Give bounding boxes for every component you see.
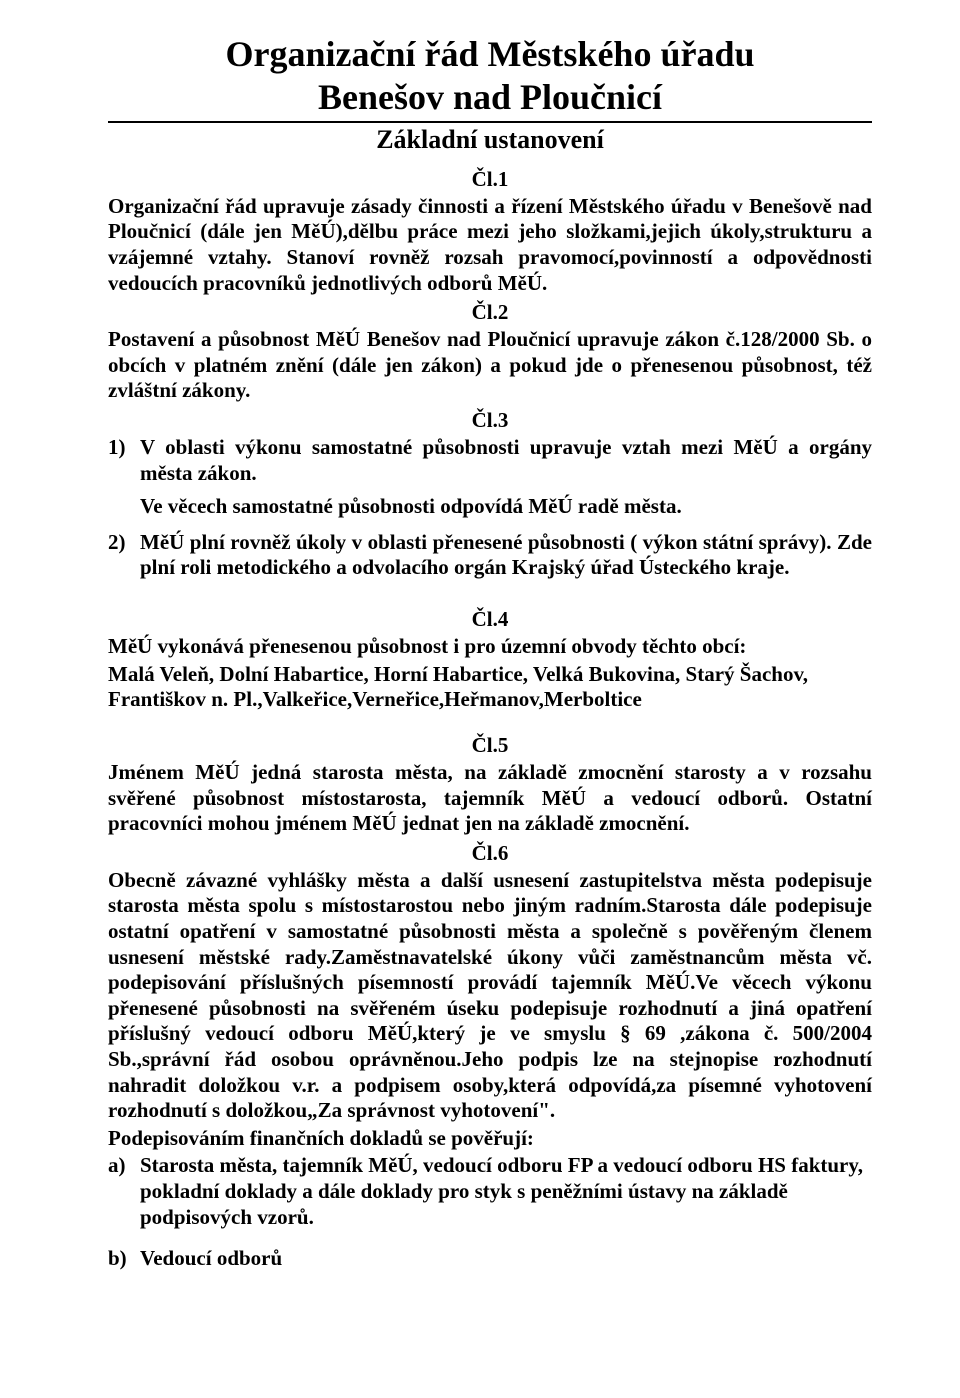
article-4-text1: MěÚ vykonává přenesenou působnost i pro … (108, 634, 872, 660)
article-6-text2: Podepisováním finančních dokladů se pově… (108, 1126, 872, 1152)
document-page: Organizační řád Městského úřadu Benešov … (0, 0, 960, 1320)
article-2-heading: Čl.2 (108, 300, 872, 325)
article-4-heading: Čl.4 (108, 607, 872, 632)
document-subtitle: Základní ustanovení (108, 125, 872, 155)
list-body: V oblasti výkonu samostatné působnosti u… (140, 435, 872, 486)
list-letter: b) (108, 1246, 140, 1272)
list-letter: a) (108, 1153, 140, 1230)
title-divider (108, 121, 872, 123)
list-body: Starosta města, tajemník MěÚ, vedoucí od… (140, 1153, 872, 1230)
list-number: 1) (108, 435, 140, 486)
article-2-text: Postavení a působnost MěÚ Benešov nad Pl… (108, 327, 872, 404)
article-1-heading: Čl.1 (108, 167, 872, 192)
article-6-text1: Obecně závazné vyhlášky města a další us… (108, 868, 872, 1124)
list-body: Vedoucí odborů (140, 1246, 872, 1272)
article-6-heading: Čl.6 (108, 841, 872, 866)
article-3-list: 1) V oblasti výkonu samostatné působnost… (108, 435, 872, 581)
article-4-text2: Malá Veleň, Dolní Habartice, Horní Habar… (108, 662, 872, 713)
list-number: 2) (108, 530, 140, 581)
article-5-text: Jménem MěÚ jedná starosta města, na zákl… (108, 760, 872, 837)
article-3-item-2: 2) MěÚ plní rovněž úkoly v oblasti přene… (108, 530, 872, 581)
article-3-item-1-subline: Ve věcech samostatné působnosti odpovídá… (108, 494, 872, 520)
article-3-item-1: 1) V oblasti výkonu samostatné působnost… (108, 435, 872, 486)
article-1-text: Organizační řád upravuje zásady činnosti… (108, 194, 872, 296)
list-body: MěÚ plní rovněž úkoly v oblasti přenesen… (140, 530, 872, 581)
article-6-item-b: b) Vedoucí odborů (108, 1246, 872, 1272)
document-title-line1: Organizační řád Městského úřadu (108, 34, 872, 75)
article-5-heading: Čl.5 (108, 733, 872, 758)
article-6-item-a: a) Starosta města, tajemník MěÚ, vedoucí… (108, 1153, 872, 1230)
article-3-heading: Čl.3 (108, 408, 872, 433)
document-title-line2: Benešov nad Ploučnicí (108, 77, 872, 118)
